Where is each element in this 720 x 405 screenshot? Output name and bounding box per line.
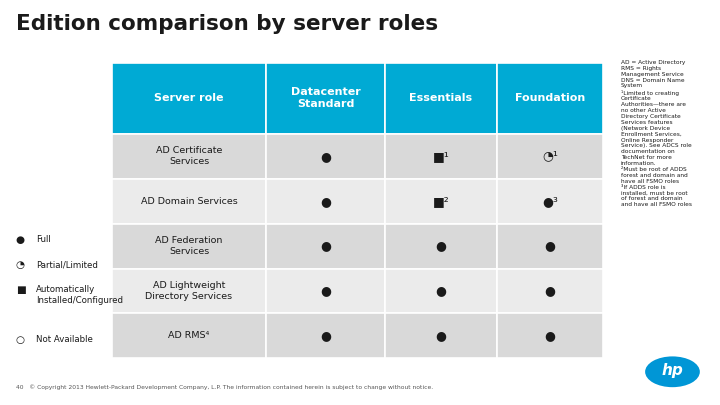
Text: ○: ○ xyxy=(16,335,24,345)
Text: Edition comparison by server roles: Edition comparison by server roles xyxy=(16,14,438,34)
Text: ●: ● xyxy=(16,235,24,245)
Text: 40   © Copyright 2013 Hewlett-Packard Development Company, L.P. The information : 40 © Copyright 2013 Hewlett-Packard Deve… xyxy=(16,385,433,390)
Bar xyxy=(112,313,266,358)
Bar xyxy=(497,269,603,313)
Bar xyxy=(497,134,603,179)
Text: ■: ■ xyxy=(16,285,26,295)
Text: AD Certificate
Services: AD Certificate Services xyxy=(156,146,222,166)
Bar xyxy=(112,134,266,179)
Text: ■²: ■² xyxy=(433,194,449,208)
Bar xyxy=(497,224,603,269)
Bar xyxy=(385,63,497,134)
Bar xyxy=(385,313,497,358)
Text: AD Federation
Services: AD Federation Services xyxy=(156,236,222,256)
Text: Not Available: Not Available xyxy=(36,335,93,344)
Bar xyxy=(112,269,266,313)
Text: Automatically
Installed/Configured: Automatically Installed/Configured xyxy=(36,285,123,305)
Text: Foundation: Foundation xyxy=(515,93,585,103)
Text: ●: ● xyxy=(320,329,331,343)
Bar xyxy=(266,179,385,224)
Bar xyxy=(266,63,385,134)
Bar xyxy=(266,134,385,179)
Text: ●: ● xyxy=(544,239,556,253)
Bar xyxy=(266,269,385,313)
Text: ●: ● xyxy=(436,239,446,253)
Bar xyxy=(112,63,266,134)
Text: ●: ● xyxy=(320,149,331,163)
Bar xyxy=(385,179,497,224)
Bar xyxy=(497,63,603,134)
Text: ◔: ◔ xyxy=(16,260,24,270)
Text: AD Domain Services: AD Domain Services xyxy=(140,196,238,206)
Text: AD = Active Directory
RMS = Rights
Management Service
DNS = Domain Name
System
¹: AD = Active Directory RMS = Rights Manag… xyxy=(621,60,692,207)
Circle shape xyxy=(645,356,700,387)
Text: Datacenter
Standard: Datacenter Standard xyxy=(291,87,361,109)
Bar xyxy=(112,179,266,224)
Bar xyxy=(385,269,497,313)
Text: ●: ● xyxy=(320,194,331,208)
Text: ●: ● xyxy=(544,329,556,343)
Text: ●: ● xyxy=(436,329,446,343)
Text: ●: ● xyxy=(436,284,446,298)
Text: ●: ● xyxy=(544,284,556,298)
Text: Full: Full xyxy=(36,235,50,244)
Text: Server role: Server role xyxy=(154,93,224,103)
Text: ●: ● xyxy=(320,284,331,298)
Text: ◔¹: ◔¹ xyxy=(542,149,558,163)
Text: ●³: ●³ xyxy=(542,194,558,208)
Bar xyxy=(266,313,385,358)
Bar xyxy=(112,224,266,269)
Text: Essentials: Essentials xyxy=(410,93,472,103)
Text: hp: hp xyxy=(662,363,683,379)
Text: AD RMS⁴: AD RMS⁴ xyxy=(168,331,210,341)
Bar xyxy=(497,179,603,224)
Bar xyxy=(266,224,385,269)
Bar xyxy=(497,313,603,358)
Text: ■¹: ■¹ xyxy=(433,149,449,163)
Text: AD Lightweight
Directory Services: AD Lightweight Directory Services xyxy=(145,281,233,301)
Text: ●: ● xyxy=(320,239,331,253)
Bar xyxy=(385,134,497,179)
Bar xyxy=(385,224,497,269)
Text: Partial/Limited: Partial/Limited xyxy=(36,260,98,269)
